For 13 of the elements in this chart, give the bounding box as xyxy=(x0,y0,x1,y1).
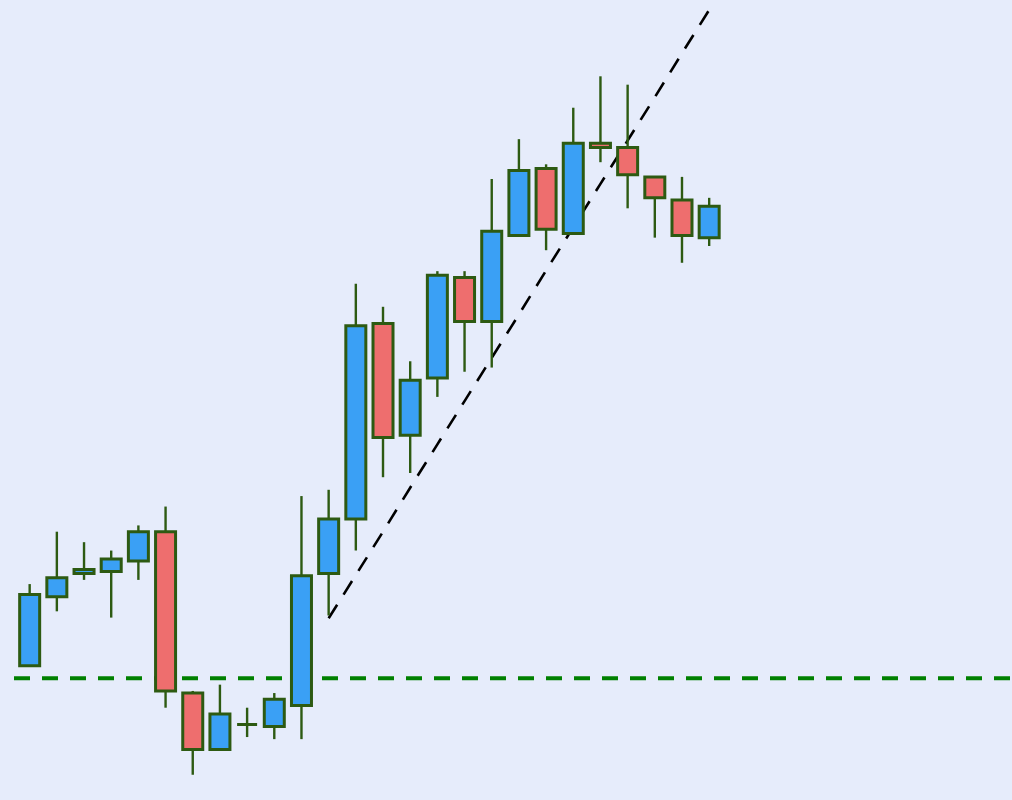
candlestick xyxy=(235,706,259,739)
candlestick xyxy=(262,691,286,741)
candlestick xyxy=(72,540,96,582)
candlestick xyxy=(453,269,477,373)
candlestick xyxy=(697,196,721,248)
candlestick xyxy=(45,530,69,613)
candlestick xyxy=(208,683,232,752)
candlestick xyxy=(126,524,150,582)
candlestick xyxy=(99,549,123,619)
candlestick xyxy=(616,83,640,210)
candlestick xyxy=(588,75,612,164)
candlestick xyxy=(670,175,694,264)
candlestick xyxy=(643,175,667,239)
